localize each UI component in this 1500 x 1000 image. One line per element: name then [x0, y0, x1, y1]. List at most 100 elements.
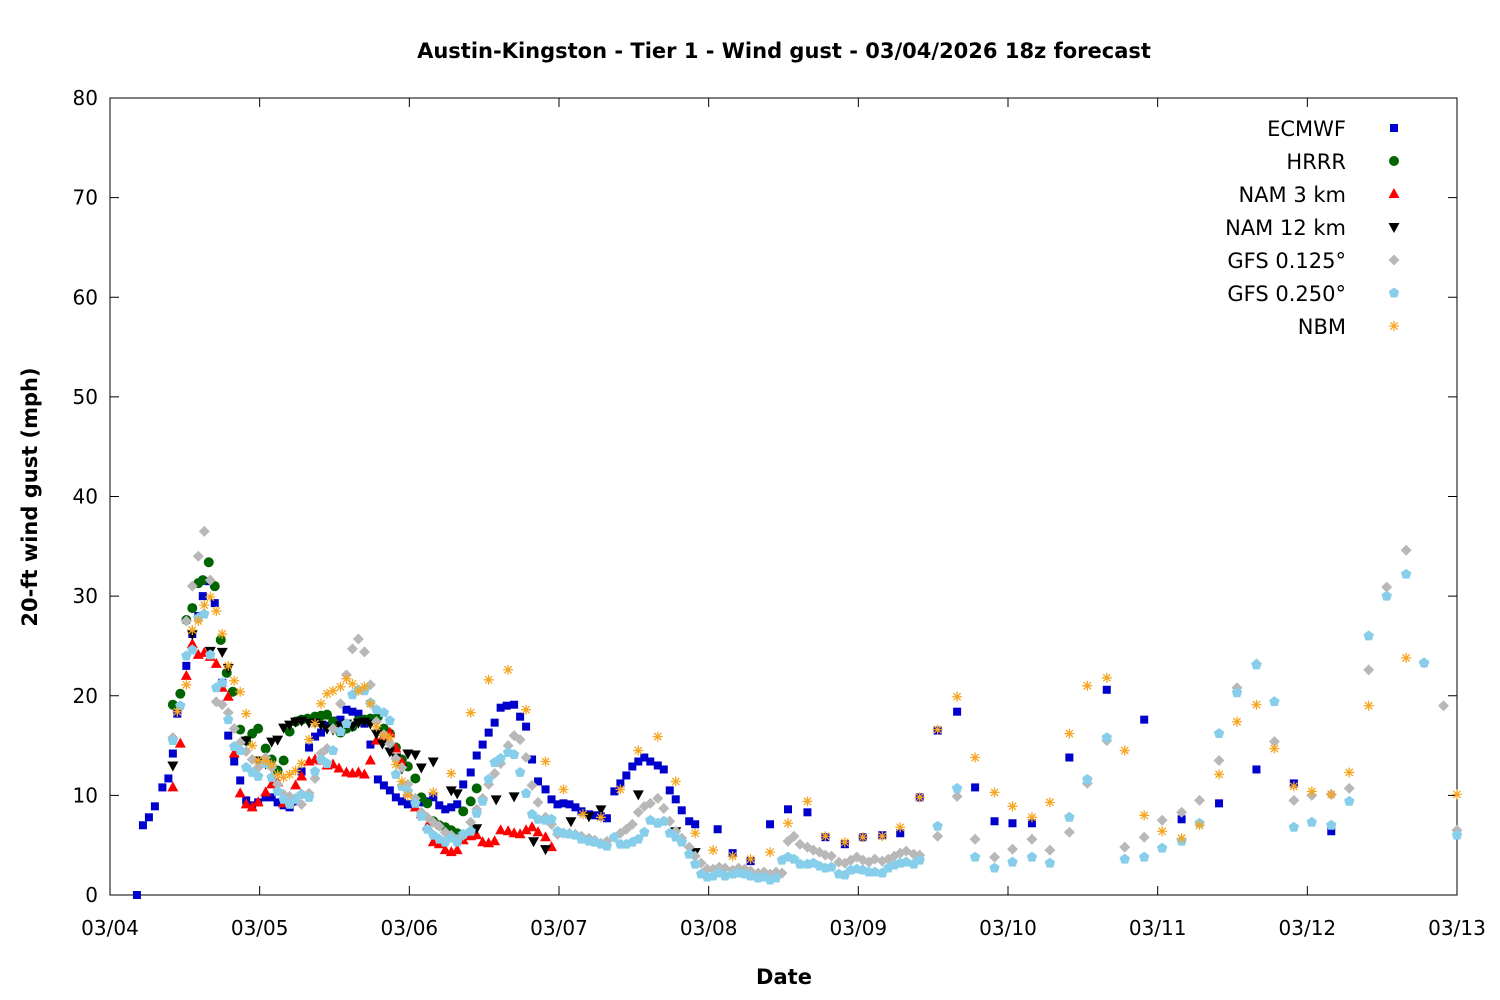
- data-point: [609, 831, 620, 842]
- data-point: [632, 806, 644, 818]
- data-point: [439, 844, 451, 855]
- data-point: [316, 698, 327, 709]
- data-point: [230, 757, 239, 766]
- data-point: [782, 818, 793, 829]
- data-point: [447, 803, 456, 812]
- y-tick-label: 60: [73, 285, 98, 309]
- data-point: [180, 615, 192, 627]
- x-axis-label: Date: [756, 965, 812, 989]
- legend-label: NAM 12 km: [1225, 216, 1346, 240]
- data-point: [409, 750, 421, 761]
- data-point: [483, 674, 494, 685]
- data-point: [236, 776, 245, 785]
- data-point: [402, 749, 414, 760]
- data-point: [336, 715, 345, 724]
- data-point: [322, 688, 333, 699]
- data-point: [328, 716, 339, 727]
- data-point: [138, 821, 147, 830]
- data-point: [390, 768, 402, 779]
- data-point: [352, 633, 364, 645]
- x-tick-label: 03/12: [1279, 916, 1337, 940]
- data-point: [451, 789, 463, 800]
- data-point: [1176, 806, 1188, 818]
- x-tick-label: 03/07: [530, 916, 588, 940]
- data-point: [1157, 826, 1168, 837]
- data-point: [205, 592, 216, 603]
- data-point: [415, 763, 427, 774]
- data-point: [278, 772, 289, 783]
- data-point: [1140, 715, 1149, 724]
- data-point: [435, 801, 444, 810]
- data-point: [187, 644, 198, 655]
- data-point: [1381, 590, 1392, 601]
- data-point: [565, 800, 574, 809]
- data-point: [1119, 745, 1130, 756]
- data-point: [410, 773, 421, 784]
- data-point: [433, 820, 445, 832]
- data-point: [253, 755, 264, 766]
- data-point: [540, 845, 552, 856]
- data-point: [1344, 795, 1355, 806]
- data-point: [951, 790, 963, 802]
- legend-label: GFS 0.125°: [1227, 249, 1346, 273]
- data-point: [246, 801, 258, 812]
- data-point: [1138, 851, 1150, 862]
- data-point: [453, 800, 462, 809]
- data-point: [477, 795, 488, 806]
- data-point: [528, 755, 537, 764]
- data-point: [1381, 581, 1393, 593]
- data-point: [379, 781, 388, 790]
- data-point: [321, 758, 333, 768]
- data-point: [521, 704, 532, 715]
- data-point: [969, 851, 981, 862]
- data-point: [615, 784, 626, 795]
- data-point: [576, 833, 587, 844]
- data-point: [1344, 767, 1355, 778]
- data-point: [158, 783, 167, 792]
- data-point: [466, 768, 475, 777]
- data-point: [341, 718, 352, 729]
- data-point: [465, 825, 476, 836]
- data-point: [665, 786, 674, 795]
- data-point: [503, 664, 514, 675]
- data-point: [547, 795, 556, 804]
- data-point: [1006, 843, 1018, 855]
- x-axis: 03/04 03/05 03/06 03/07 03/08 03/09 03/10 03/11…: [81, 98, 1486, 940]
- data-point: [1231, 687, 1243, 698]
- data-point: [402, 790, 413, 801]
- data-point: [365, 698, 376, 709]
- data-point: [223, 714, 234, 725]
- data-point: [187, 624, 198, 635]
- data-point: [1327, 827, 1336, 836]
- data-point: [839, 837, 850, 848]
- data-point: [471, 807, 482, 818]
- data-point: [788, 830, 800, 842]
- data-point: [252, 796, 264, 807]
- data-point: [174, 737, 186, 748]
- data-point: [970, 752, 981, 763]
- data-point: [427, 757, 439, 768]
- data-point: [197, 575, 208, 586]
- data-point: [803, 808, 812, 817]
- data-point: [457, 828, 469, 839]
- data-point: [284, 769, 295, 780]
- data-point: [826, 861, 837, 872]
- data-point: [514, 766, 526, 777]
- data-point: [234, 787, 246, 798]
- data-point: [1251, 659, 1262, 670]
- data-point: [969, 833, 981, 845]
- data-point: [223, 660, 234, 671]
- data-point: [1363, 664, 1375, 676]
- data-point: [403, 800, 412, 809]
- data-point: [334, 698, 346, 710]
- data-point: [1007, 801, 1018, 812]
- data-point: [132, 891, 141, 899]
- y-tick-label: 70: [73, 186, 98, 210]
- data-point: [1026, 851, 1038, 862]
- data-point: [1269, 743, 1280, 754]
- data-point: [652, 792, 664, 804]
- x-tick-label: 03/09: [830, 916, 888, 940]
- data-point: [261, 793, 270, 802]
- data-point: [1400, 544, 1412, 556]
- data-point: [691, 820, 700, 829]
